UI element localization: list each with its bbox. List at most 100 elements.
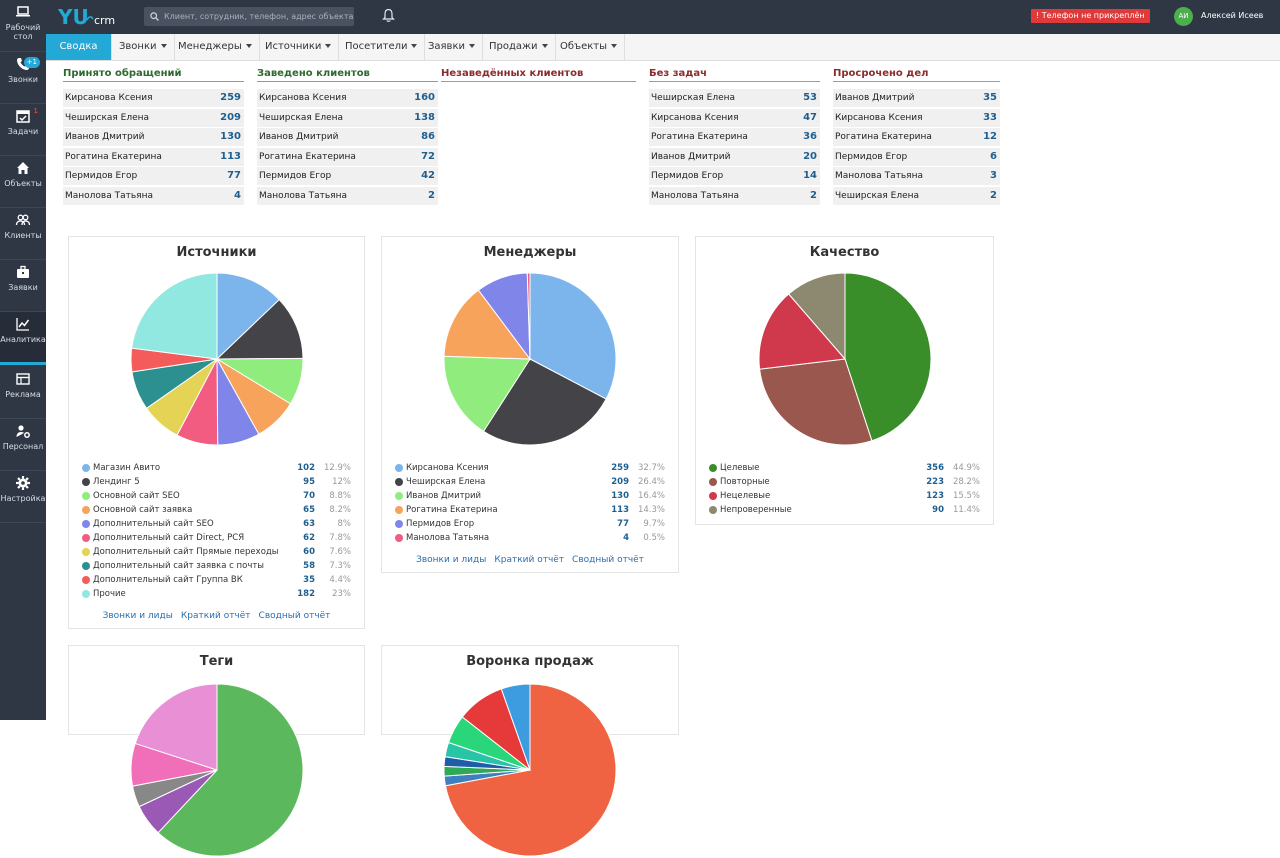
tags-chart-card: Теги xyxy=(68,645,365,857)
legend-item[interactable]: Манолова Татьяна 4 0.5% xyxy=(395,531,665,545)
legend-item[interactable]: Основной сайт SEO 70 8.8% xyxy=(82,489,351,503)
stat-row[interactable]: Кирсанова Ксения 33 xyxy=(833,108,1000,127)
report-link[interactable]: Звонки и лиды xyxy=(102,611,173,621)
tab-sources[interactable]: Источники xyxy=(258,34,340,60)
sidebar-item-clients[interactable]: Клиенты xyxy=(0,208,46,260)
sidebar-item-settings[interactable]: Настройка xyxy=(0,471,46,523)
stat-row[interactable]: Пермидов Егор 6 xyxy=(833,147,1000,166)
legend-item[interactable]: Рогатина Екатерина 113 14.3% xyxy=(395,503,665,517)
pie-slice[interactable] xyxy=(758,358,872,446)
sidebar-item-calls[interactable]: +1 Звонки xyxy=(0,52,46,104)
legend-item[interactable]: Повторные 223 28.2% xyxy=(709,475,980,489)
legend-item[interactable]: Дополнительный сайт Прямые переходы 60 7.6… xyxy=(82,545,351,559)
tab-requests[interactable]: Заявки xyxy=(421,34,483,60)
legend-item[interactable]: Магазин Авито 102 12.9% xyxy=(82,461,351,475)
pie-slice[interactable] xyxy=(443,355,531,433)
stat-row[interactable]: Пермидов Егор 77 xyxy=(63,167,244,185)
stat-row[interactable]: Манолова Татьяна 2 xyxy=(649,186,820,205)
pie-slice[interactable] xyxy=(529,272,617,400)
legend-item[interactable]: Непроверенные 90 11.4% xyxy=(709,503,980,517)
stat-row[interactable]: Манолова Татьяна 4 xyxy=(63,186,244,205)
stat-row[interactable]: Иванов Дмитрий 35 xyxy=(833,89,1000,107)
sidebar-item-tasks[interactable]: 1 Задачи xyxy=(0,104,46,156)
sidebar-item-requests[interactable]: Заявки xyxy=(0,260,46,312)
stat-row[interactable]: Рогатина Екатерина 72 xyxy=(257,147,438,166)
tab-objects[interactable]: Объекты xyxy=(553,34,626,60)
search-input[interactable]: Клиент, сотрудник, телефон, адрес объект… xyxy=(144,7,354,26)
report-link[interactable]: Сводный отчёт xyxy=(572,555,644,565)
legend-item[interactable]: Лендинг 5 95 12% xyxy=(82,475,351,489)
sales-funnel-chart-card: Воронка продаж xyxy=(381,645,679,857)
sidebar-item-desktop[interactable]: Рабочий стол xyxy=(0,0,46,52)
pie-slice[interactable] xyxy=(758,293,846,370)
caret-down-icon xyxy=(611,44,618,48)
stat-row[interactable]: Рогатина Екатерина 12 xyxy=(833,128,1000,146)
avatar[interactable]: АИ xyxy=(1174,7,1193,26)
legend-item[interactable]: Прочие 182 23% xyxy=(82,587,351,601)
stat-row[interactable]: Иванов Дмитрий 130 xyxy=(63,128,244,146)
bell-icon[interactable] xyxy=(382,8,395,23)
stat-name: Кирсанова Ксения xyxy=(651,112,739,123)
stat-row[interactable]: Кирсанова Ксения 47 xyxy=(649,108,820,127)
stat-row[interactable]: Чеширская Елена 209 xyxy=(63,108,244,127)
sidebar-item-ads[interactable]: Реклама xyxy=(0,367,46,419)
stat-row[interactable]: Кирсанова Ксения 259 xyxy=(63,89,244,107)
legend-item[interactable]: Пермидов Егор 77 9.7% xyxy=(395,517,665,531)
stat-row[interactable]: Чеширская Елена 53 xyxy=(649,89,820,107)
legend-label: Пермидов Егор xyxy=(406,519,475,529)
sidebar-item-objects[interactable]: Объекты xyxy=(0,156,46,208)
pie-slice[interactable] xyxy=(443,289,532,360)
legend-value: 70 xyxy=(303,491,315,501)
pie-slice[interactable] xyxy=(130,272,217,360)
yucrm-logo[interactable]: YU crm xyxy=(58,3,120,31)
legend-item[interactable]: Нецелевые 123 15.5% xyxy=(709,489,980,503)
sidebar-item-analytics[interactable]: Аналитика xyxy=(0,312,46,365)
stat-row[interactable]: Рогатина Екатерина 113 xyxy=(63,147,244,166)
stat-name: Рогатина Екатерина xyxy=(835,132,932,142)
stat-row[interactable]: Иванов Дмитрий 86 xyxy=(257,128,438,146)
pie-slice[interactable] xyxy=(844,272,931,442)
phone-not-attached-alert[interactable]: ! Телефон не прикреплён xyxy=(1031,9,1150,23)
pie-slice[interactable] xyxy=(215,298,304,360)
tab-sales[interactable]: Продажи xyxy=(482,34,556,60)
tab-summary[interactable]: Сводка xyxy=(46,34,112,60)
legend-item[interactable]: Дополнительный сайт Группа ВК 35 4.4% xyxy=(82,573,351,587)
legend-item[interactable]: Чеширская Елена 209 26.4% xyxy=(395,475,665,489)
tab-calls[interactable]: Звонки xyxy=(112,34,175,60)
stat-row[interactable]: Манолова Татьяна 3 xyxy=(833,167,1000,185)
report-link[interactable]: Краткий отчёт xyxy=(494,555,565,565)
stat-row[interactable]: Кирсанова Ксения 160 xyxy=(257,89,438,107)
tab-managers[interactable]: Менеджеры xyxy=(171,34,260,60)
legend-label: Дополнительный сайт Группа ВК xyxy=(93,575,243,585)
pie-slice[interactable] xyxy=(787,272,845,361)
tab-visitors[interactable]: Посетители xyxy=(338,34,426,60)
legend-item[interactable]: Дополнительный сайт SEO 63 8% xyxy=(82,517,351,531)
stat-row[interactable]: Пермидов Егор 14 xyxy=(649,167,820,185)
stat-title: Незаведённых клиентов xyxy=(441,66,636,82)
stat-value: 53 xyxy=(803,92,817,103)
sidebar-item-staff[interactable]: Персонал xyxy=(0,419,46,471)
stat-row[interactable]: Пермидов Егор 42 xyxy=(257,167,438,185)
legend-percent: 12% xyxy=(332,477,351,487)
legend-item[interactable]: Целевые 356 44.9% xyxy=(709,461,980,475)
pie-slice[interactable] xyxy=(216,272,280,361)
stat-row[interactable]: Иванов Дмитрий 20 xyxy=(649,147,820,166)
tab-label: Заявки xyxy=(428,41,465,52)
stat-row[interactable]: Манолова Татьяна 2 xyxy=(257,186,438,205)
legend-item[interactable]: Дополнительный сайт Direct, РСЯ 62 7.8% xyxy=(82,531,351,545)
legend-percent: 4.4% xyxy=(329,575,351,585)
report-link[interactable]: Сводный отчёт xyxy=(258,611,331,621)
stat-row[interactable]: Чеширская Елена 2 xyxy=(833,186,1000,205)
legend-marker xyxy=(82,590,90,598)
report-link[interactable]: Краткий отчёт xyxy=(180,611,251,621)
legend-item[interactable]: Основной сайт заявка 65 8.2% xyxy=(82,503,351,517)
stat-row[interactable]: Чеширская Елена 138 xyxy=(257,108,438,127)
pie-slice[interactable] xyxy=(482,358,607,446)
legend-item[interactable]: Дополнительный сайт заявка с почты 58 7.3% xyxy=(82,559,351,573)
user-name[interactable]: Алексей Исеев xyxy=(1201,11,1264,20)
pie-slice[interactable] xyxy=(526,272,531,360)
stat-row[interactable]: Рогатина Екатерина 36 xyxy=(649,128,820,146)
legend-item[interactable]: Кирсанова Ксения 259 32.7% xyxy=(395,461,665,475)
legend-item[interactable]: Иванов Дмитрий 130 16.4% xyxy=(395,489,665,503)
report-link[interactable]: Звонки и лиды xyxy=(416,555,487,565)
